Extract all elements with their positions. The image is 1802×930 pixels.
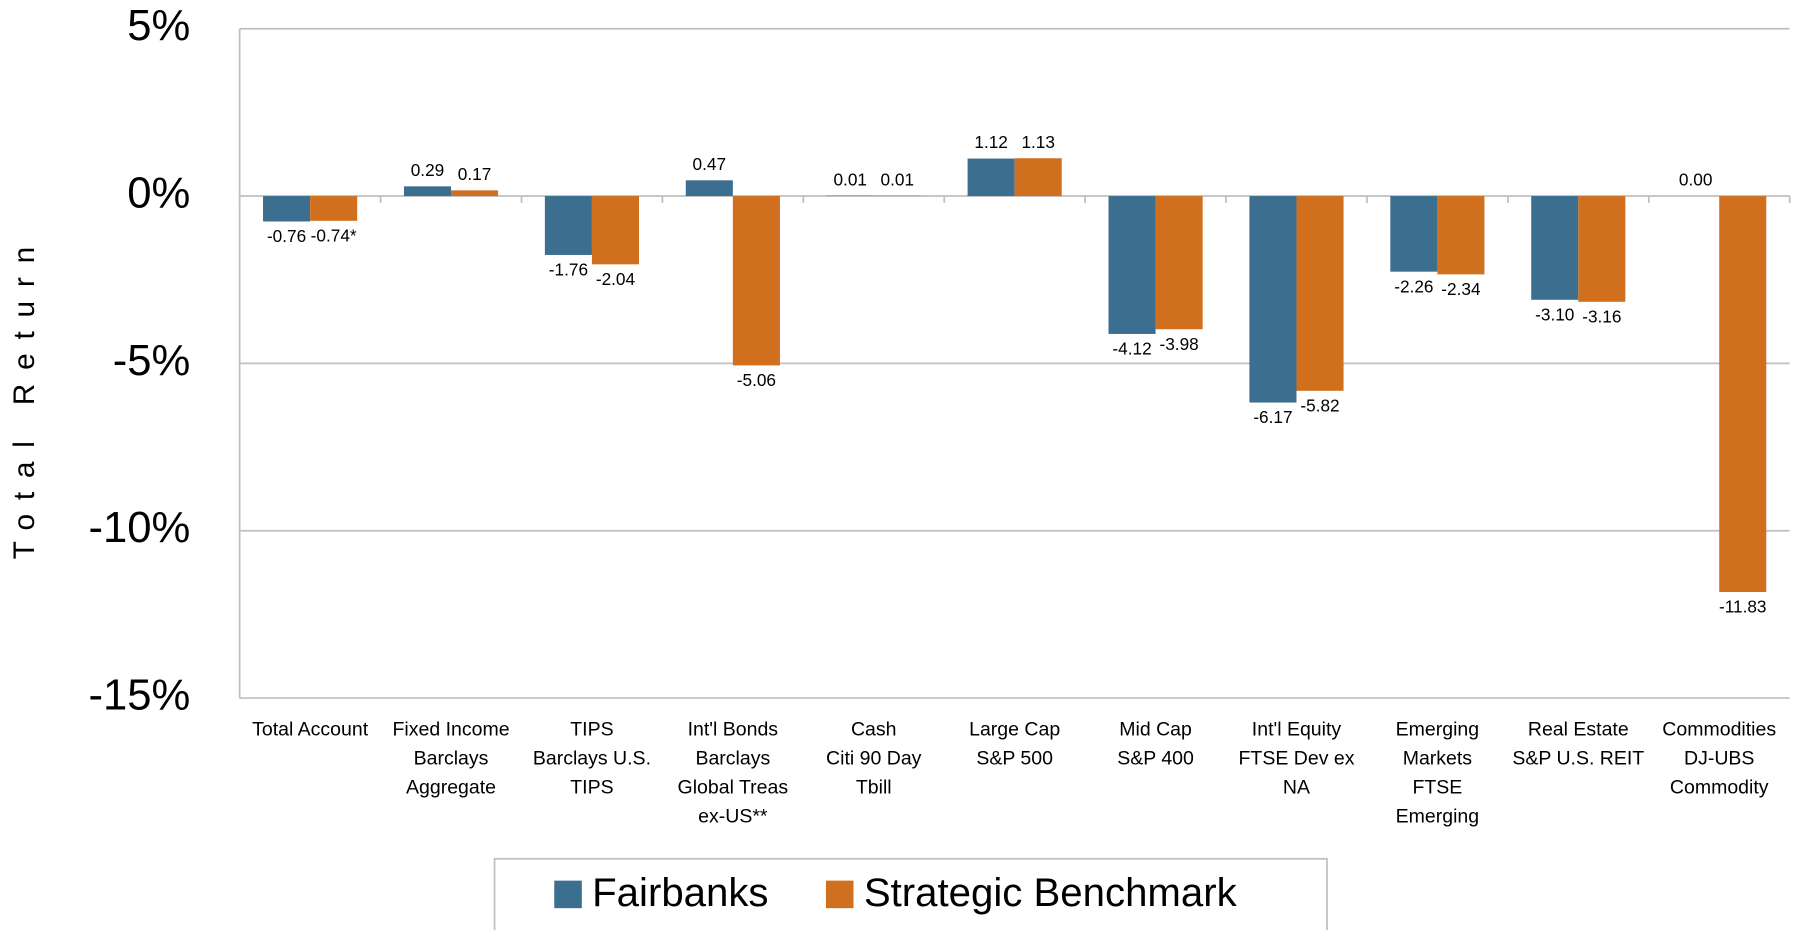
x-tick-label: Markets <box>1403 747 1473 769</box>
data-label: -2.04 <box>596 269 636 289</box>
bar <box>967 158 1015 197</box>
bar <box>544 196 592 255</box>
x-tick-label: S&P U.S. REIT <box>1512 747 1644 769</box>
x-tick-label: Tbill <box>856 776 892 798</box>
x-tick-label: Barclays <box>695 747 770 769</box>
x-tick-label: S&P 500 <box>976 747 1053 769</box>
data-label: -3.10 <box>1535 304 1574 324</box>
data-label: -6.17 <box>1253 407 1292 427</box>
x-tick-label: NA <box>1283 776 1310 798</box>
bar <box>1014 158 1062 197</box>
x-tick-label: FTSE Dev ex <box>1239 747 1355 769</box>
bar <box>310 196 358 221</box>
bar <box>263 196 311 222</box>
data-label: -4.12 <box>1112 339 1151 359</box>
legend-label: Fairbanks <box>592 870 768 915</box>
data-label: 0.01 <box>881 169 915 189</box>
data-label: -2.34 <box>1441 279 1481 299</box>
data-label: -1.76 <box>549 260 588 280</box>
data-label: -5.06 <box>737 370 776 390</box>
legend-swatch <box>554 880 582 909</box>
bar <box>1390 196 1438 272</box>
data-label: 0.17 <box>458 164 492 184</box>
x-tick-label: Large Cap <box>969 718 1060 740</box>
x-tick-label: Commodity <box>1670 776 1769 798</box>
x-tick-label: Mid Cap <box>1119 718 1192 740</box>
bar <box>1249 196 1297 403</box>
data-label: -11.83 <box>1719 597 1767 617</box>
x-tick-label: TIPS <box>570 718 613 740</box>
bar <box>1437 196 1485 275</box>
x-tick-label: Commodities <box>1662 718 1776 740</box>
x-tick-label: Total Account <box>252 718 369 740</box>
bar <box>685 180 733 197</box>
bar <box>1108 196 1156 334</box>
legend-swatch <box>825 880 854 909</box>
bar <box>1296 196 1344 391</box>
x-tick-label: ex-US** <box>698 806 768 828</box>
data-label: 0.01 <box>833 169 867 189</box>
bar <box>732 196 780 366</box>
data-label: 0.29 <box>411 160 445 180</box>
x-tick-label: Cash <box>851 718 897 740</box>
data-label: 1.13 <box>1021 132 1055 152</box>
x-tick-label: Barclays <box>414 747 489 769</box>
legend-label: Strategic Benchmark <box>864 870 1238 915</box>
y-tick-label: -10% <box>88 504 190 552</box>
y-tick-label: -5% <box>113 337 191 385</box>
x-tick-label: Real Estate <box>1528 718 1629 740</box>
bar <box>403 186 452 197</box>
data-label: 0.00 <box>1679 170 1713 190</box>
bar <box>451 190 499 197</box>
data-label: -3.16 <box>1582 306 1621 326</box>
x-tick-label: Aggregate <box>406 776 496 798</box>
x-tick-label: Emerging <box>1396 806 1479 828</box>
y-tick-label: -15% <box>88 672 190 720</box>
x-tick-label: DJ-UBS <box>1684 747 1754 769</box>
bar <box>1578 196 1626 302</box>
x-tick-label: Barclays U.S. <box>533 747 651 769</box>
data-label: -3.98 <box>1159 334 1198 354</box>
data-label: -0.74* <box>311 225 357 245</box>
x-tick-label: Fixed Income <box>392 718 509 740</box>
x-tick-label: Emerging <box>1396 718 1479 740</box>
bar <box>1531 196 1579 300</box>
x-tick-label: Global Treas <box>678 776 789 798</box>
data-label: 0.47 <box>693 154 727 174</box>
x-tick-label: Int'l Equity <box>1252 718 1342 740</box>
x-tick-label: Citi 90 Day <box>826 747 922 769</box>
bar <box>1719 196 1767 592</box>
x-tick-label: TIPS <box>570 776 613 798</box>
data-label: -0.76 <box>267 226 306 246</box>
data-label: -5.82 <box>1300 395 1339 415</box>
bar <box>591 196 640 265</box>
x-tick-label: FTSE <box>1412 776 1462 798</box>
x-tick-label: S&P 400 <box>1117 747 1194 769</box>
legend-box <box>493 857 1328 930</box>
y-tick-label: 0% <box>127 170 190 218</box>
x-tick-label: Int'l Bonds <box>688 718 779 740</box>
y-tick-label: 5% <box>127 2 190 50</box>
data-label: 1.12 <box>974 132 1008 152</box>
bar <box>1155 196 1203 330</box>
data-label: -2.26 <box>1394 276 1433 296</box>
y-axis-label: Total Return <box>8 233 41 559</box>
